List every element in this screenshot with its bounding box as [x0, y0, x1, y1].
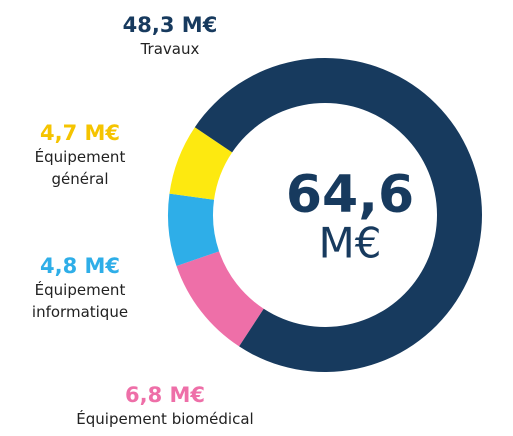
- donut-segment: [194, 57, 482, 372]
- category-label: Travaux: [140, 40, 200, 58]
- value-label: 4,7 M€: [39, 121, 121, 145]
- segment-label: 4,7 M€ Équipement général: [20, 120, 140, 190]
- category-label: Équipement biomédical: [76, 410, 254, 428]
- center-total: 64,6: [286, 165, 414, 225]
- value-label: 6,8 M€: [124, 383, 206, 407]
- category-label: Équipement informatique: [31, 281, 129, 321]
- segment-label: 48,3 M€ Travaux: [123, 12, 218, 60]
- donut-segment: [176, 251, 264, 347]
- value-label: 48,3 M€: [122, 13, 218, 37]
- donut-segment: [168, 193, 220, 266]
- segment-label: 6,8 M€ Équipement biomédical: [76, 382, 253, 430]
- center-unit: M€: [319, 219, 382, 268]
- category-label: Équipement général: [34, 148, 126, 188]
- value-label: 4,8 M€: [39, 254, 121, 278]
- donut-segment: [169, 127, 233, 200]
- segment-label: 4,8 M€ Équipement informatique: [20, 253, 140, 323]
